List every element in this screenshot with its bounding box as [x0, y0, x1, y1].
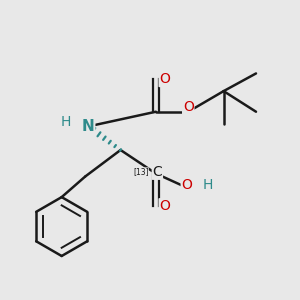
Text: C: C [152, 165, 162, 179]
Text: O: O [183, 100, 194, 114]
Text: O: O [159, 72, 170, 86]
Text: O: O [182, 178, 192, 192]
Text: H: H [202, 178, 213, 192]
Text: O: O [159, 199, 170, 213]
Text: N: N [82, 119, 94, 134]
Text: [13]: [13] [133, 168, 148, 177]
Text: H: H [61, 115, 71, 129]
